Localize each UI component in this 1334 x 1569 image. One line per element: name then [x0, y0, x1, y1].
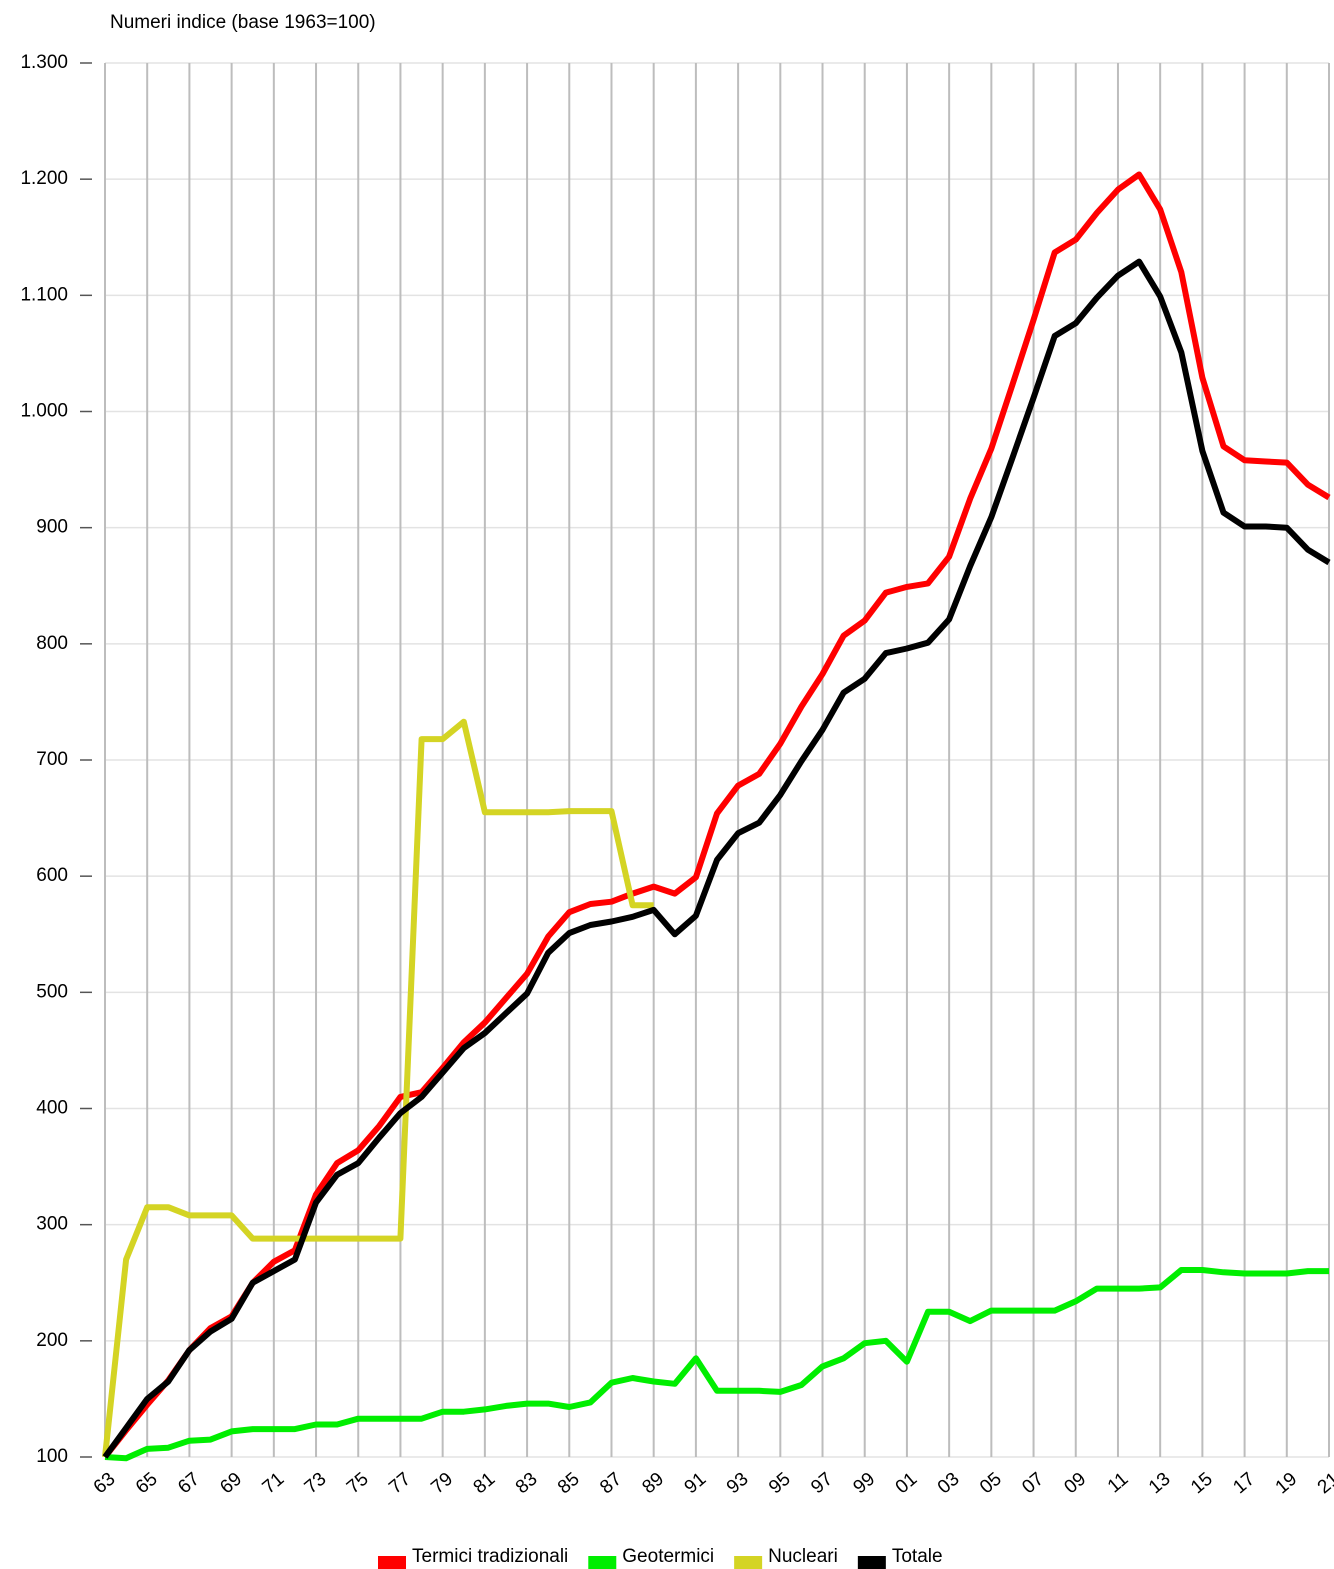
series-line: [104, 1267, 1329, 1462]
x-tick-label: 69: [216, 1469, 246, 1499]
x-tick-label: 63: [90, 1469, 120, 1499]
y-tick-label: 800: [36, 633, 68, 654]
x-tick-label: 89: [638, 1469, 668, 1499]
legend-swatch: [588, 1556, 617, 1569]
legend: Termici tradizionali Geotermici Nucleari To…: [378, 1546, 943, 1569]
x-tick-label: 71: [259, 1469, 289, 1499]
x-tick-label: 03: [934, 1469, 964, 1499]
x-tick-label: 79: [427, 1469, 457, 1499]
x-tick-label: 15: [1187, 1469, 1217, 1499]
x-tick-label: 81: [470, 1469, 500, 1499]
legend-swatch: [734, 1556, 763, 1569]
x-tick-label: 11: [1104, 1469, 1133, 1498]
x-tick-label: 67: [174, 1469, 204, 1499]
y-tick-label: 400: [36, 1098, 68, 1119]
legend-swatch: [378, 1556, 406, 1569]
x-tick-label: 65: [132, 1469, 162, 1499]
x-tick-label: 01: [892, 1469, 922, 1499]
y-tick-label: 600: [36, 865, 68, 886]
y-tick-label: 1.100: [20, 284, 68, 305]
x-tick-label: 75: [343, 1469, 373, 1499]
x-tick-label: 83: [512, 1469, 542, 1499]
x-tick-label: 73: [301, 1469, 331, 1499]
x-tick-label: 99: [849, 1469, 879, 1499]
x-tick-label: 07: [1018, 1469, 1048, 1499]
y-tick-label: 1.300: [20, 52, 68, 73]
y-tick-label: 900: [36, 517, 68, 538]
x-tick-label: 05: [976, 1469, 1006, 1499]
x-tick-label: 85: [554, 1469, 584, 1499]
legend-label: Totale: [892, 1546, 943, 1567]
legend-label: Termici tradizionali: [412, 1546, 568, 1567]
legend-label: Geotermici: [622, 1546, 714, 1567]
x-tick-label: 19: [1272, 1469, 1302, 1499]
x-tick-label: 17: [1229, 1469, 1259, 1499]
chart-title: Numeri indice (base 1963=100): [110, 12, 376, 33]
y-tick-label: 700: [36, 749, 68, 770]
x-tick-label: 13: [1145, 1469, 1175, 1499]
x-tick-label: 21: [1314, 1469, 1334, 1499]
y-tick-label: 300: [36, 1214, 68, 1235]
y-tick-label: 1.200: [20, 168, 68, 189]
x-tick-label: 09: [1061, 1469, 1091, 1499]
x-tick-label: 87: [596, 1469, 626, 1499]
x-tick-label: 93: [723, 1469, 753, 1499]
series-line: [102, 258, 1331, 1459]
x-tick-label: 77: [385, 1469, 415, 1499]
y-tick-label: 100: [36, 1446, 68, 1467]
legend-label: Nucleari: [768, 1546, 838, 1567]
x-tick-label: 95: [765, 1469, 795, 1499]
y-tick-label: 500: [36, 981, 68, 1002]
series-line: [102, 718, 654, 1458]
y-tick-label: 1.000: [20, 401, 68, 422]
x-tick-label: 91: [681, 1469, 711, 1499]
legend-swatch: [857, 1556, 886, 1569]
y-tick-label: 200: [36, 1330, 68, 1351]
x-tick-label: 97: [807, 1469, 837, 1499]
